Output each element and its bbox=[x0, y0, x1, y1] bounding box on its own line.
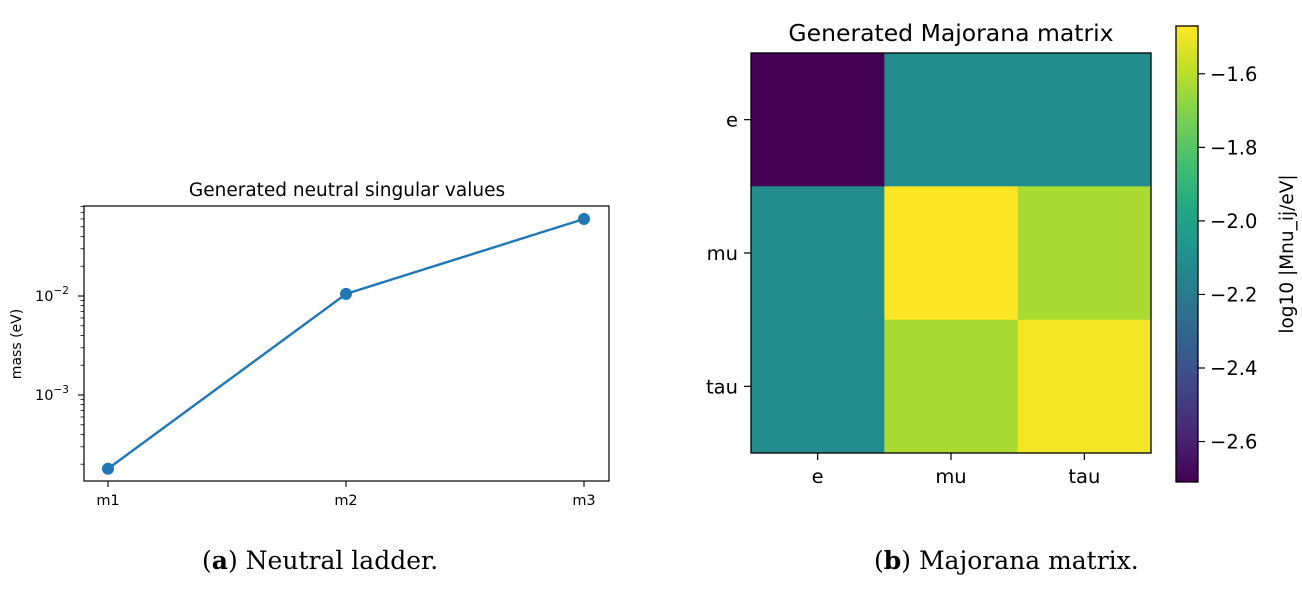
heatmap-cell-tau-e bbox=[751, 319, 885, 454]
heatmap-cell-tau-tau bbox=[1017, 319, 1152, 454]
heatmap-y-label-mu: mu bbox=[707, 242, 738, 265]
heatmap-title: Generated Majorana matrix bbox=[788, 19, 1113, 47]
line-chart-series bbox=[102, 212, 590, 475]
caption-b-text: Majorana matrix. bbox=[918, 546, 1139, 575]
data-point-m1 bbox=[102, 462, 114, 475]
colorbar-tick-label: −2.4 bbox=[1210, 357, 1257, 380]
colorbar: −1.6 −1.8 −2.0 −2.2 −2.4 −2.6 log10 |Mnu_ij/e… bbox=[1175, 25, 1298, 483]
heatmap-x-label-e: e bbox=[812, 465, 824, 488]
y-tick-label: 10−2 bbox=[35, 285, 69, 305]
caption-b-letter: b bbox=[883, 546, 902, 575]
colorbar-ticks: −1.6 −1.8 −2.0 −2.2 −2.4 −2.6 bbox=[1198, 63, 1257, 454]
data-point-m3 bbox=[578, 212, 590, 225]
colorbar-tick-label: −1.8 bbox=[1210, 136, 1257, 159]
caption-a-letter: a bbox=[211, 546, 228, 575]
heatmap-cell-tau-mu bbox=[884, 319, 1019, 454]
line-chart-y-axis-label: mass (eV) bbox=[9, 309, 25, 379]
caption-a-text: Neutral ladder. bbox=[245, 546, 439, 575]
heatmap-cell-mu-mu bbox=[884, 186, 1019, 321]
heatmap-cell-e-mu bbox=[884, 53, 1019, 187]
line-chart-x-ticks: m1 m2 m3 bbox=[96, 481, 596, 509]
heatmap-chart: Generated Majorana matrix e mu tau emutau … bbox=[706, 19, 1298, 488]
colorbar-tick-label: −2.6 bbox=[1210, 431, 1257, 454]
colorbar-tick-label: −2.0 bbox=[1210, 210, 1257, 233]
caption-b: (b) Majorana matrix. bbox=[874, 546, 1139, 575]
heatmap-cells bbox=[751, 53, 1152, 454]
colorbar-tick-label: −1.6 bbox=[1210, 63, 1257, 86]
heatmap-y-label-e: e bbox=[726, 109, 738, 132]
heatmap-cell-mu-e bbox=[751, 186, 885, 321]
heatmap-x-ticks: e mu tau bbox=[812, 453, 1100, 488]
x-tick-label-m2: m2 bbox=[334, 493, 357, 509]
line-chart-title: Generated neutral singular values bbox=[189, 180, 505, 201]
colorbar-tick-label: −2.2 bbox=[1210, 283, 1257, 306]
colorbar-label: log10 |Mnu_ij/eV| bbox=[1277, 174, 1298, 333]
heatmap-y-label-tau: tau bbox=[706, 375, 738, 398]
x-tick-label-m3: m3 bbox=[572, 493, 595, 509]
heatmap-cell-mu-tau bbox=[1017, 186, 1152, 321]
heatmap-x-label-tau: tau bbox=[1068, 465, 1100, 488]
heatmap-y-ticks: e mu tau bbox=[706, 109, 751, 398]
line-chart-plot-frame bbox=[83, 205, 610, 482]
data-point-m2 bbox=[340, 287, 352, 300]
line-chart: Generated neutral singular values mass (… bbox=[9, 180, 610, 509]
line-chart-y-ticks: 10−3 10−2 bbox=[35, 206, 84, 465]
heatmap-x-label-mu: mu bbox=[935, 465, 966, 488]
heatmap-cell-e-tau bbox=[1017, 53, 1152, 187]
colorbar-gradient bbox=[1175, 25, 1199, 483]
series-line bbox=[107, 217, 585, 470]
heatmap-cell-e-e bbox=[751, 53, 885, 187]
y-tick-label: 10−3 bbox=[35, 384, 69, 404]
x-tick-label-m1: m1 bbox=[96, 493, 119, 509]
caption-a: (a) Neutral ladder. bbox=[202, 546, 439, 575]
